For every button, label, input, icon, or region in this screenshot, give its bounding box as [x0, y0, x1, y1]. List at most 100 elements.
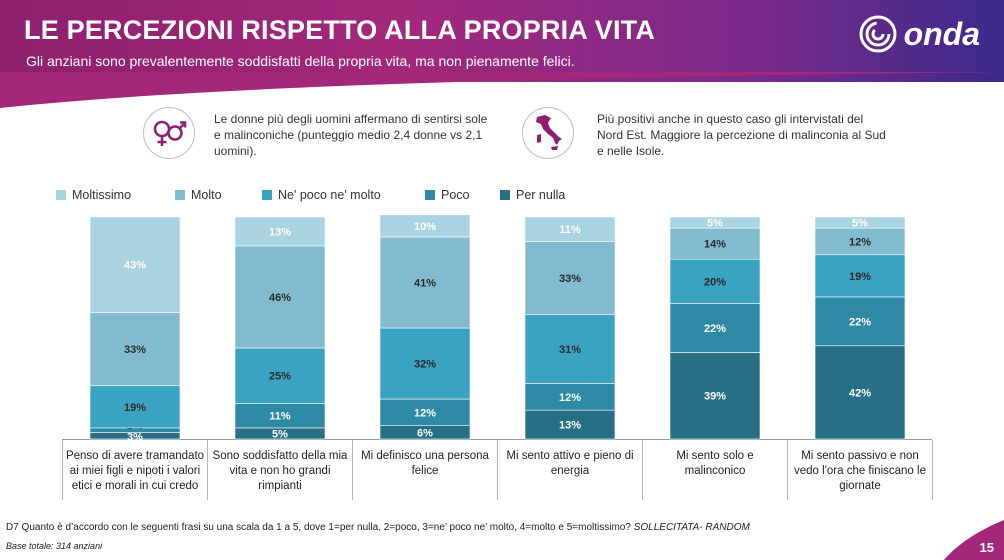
legend-item-molto: Molto [175, 188, 222, 202]
category-label-line: Sono soddisfatto della mia [212, 450, 348, 462]
category-label-line: vita e non ho grandi [229, 465, 331, 477]
data-label: 11% [559, 224, 581, 236]
data-label: 12% [849, 236, 871, 248]
bar-segment-per_nulla [524, 409, 616, 440]
category-label: Penso di avere tramandato ai miei figli e… [65, 449, 205, 494]
data-label: 12% [559, 392, 581, 404]
gender-info-text: Le donne più degli uomini affermano di s… [214, 112, 488, 158]
category-label-line: Mi sento solo e malinconico [676, 450, 754, 477]
region-info-badge [522, 107, 574, 159]
legend-swatch-per-nulla [500, 190, 510, 200]
data-label: 19% [124, 402, 146, 414]
category-label: Sono soddisfatto della mia vita e non ho … [210, 449, 350, 494]
category-label-line: Mi definisco una persona [361, 450, 489, 462]
legend-swatch-ne-poco-ne-molto [262, 190, 272, 200]
data-label: 13% [269, 226, 291, 238]
category-label: Mi definisco una persona felice [355, 449, 495, 479]
category-label-line: energia [550, 465, 590, 477]
legend-swatch-poco [425, 190, 435, 200]
page-corner-decoration [944, 520, 1004, 560]
header-banner: LE PERCEZIONI RISPETTO ALLA PROPRIA VITA… [0, 0, 1004, 82]
data-label: 5% [707, 218, 723, 230]
data-label: 13% [559, 420, 581, 432]
data-label: 6% [417, 427, 433, 439]
data-label: 5% [272, 428, 288, 440]
data-label: 19% [849, 271, 871, 283]
italy-map-icon [536, 115, 562, 150]
page-number: 15 [979, 540, 994, 555]
category-divider [207, 440, 208, 500]
data-label: 22% [704, 323, 726, 335]
data-label: 31% [559, 344, 581, 356]
data-label: 33% [559, 273, 581, 285]
category-label-line: Mi sento passivo e non [801, 450, 919, 462]
legend-item-ne-poco-ne-molto: Ne' poco ne' molto [262, 188, 381, 202]
data-label: 22% [849, 316, 871, 328]
bar-segment-molto [524, 241, 616, 315]
bar-segment-ne_poco_ne_molto [234, 347, 326, 404]
bar-segment-poco [379, 398, 471, 426]
category-label-line: rimpianti [258, 480, 302, 492]
data-label: 14% [704, 239, 726, 251]
category-label-line: giornate [839, 480, 881, 492]
category-label-line: Penso di avere tramandato [65, 450, 205, 462]
onda-logo: onda [858, 14, 980, 54]
bar-segment-molto [89, 312, 181, 387]
category-label-line: Mi sento attivo e pieno di [506, 450, 634, 462]
category-divider [352, 440, 353, 500]
legend-label: Per nulla [516, 188, 566, 202]
bar-segment-ne_poco_ne_molto [379, 327, 471, 400]
data-label: 20% [704, 276, 726, 288]
data-label: 25% [269, 371, 291, 383]
bar-segment-moltissimo [234, 216, 326, 247]
question-tag: SOLLECITATA- RANDOM [633, 522, 750, 533]
legend-label: Poco [441, 188, 470, 202]
bar-segment-moltissimo [669, 216, 761, 229]
bar-segment-molto [234, 245, 326, 349]
legend-swatch-molto [175, 190, 185, 200]
category-divider [932, 440, 933, 500]
legend-item-moltissimo: Moltissimo [56, 188, 131, 202]
category-divider [62, 440, 63, 500]
data-label: 32% [414, 359, 436, 371]
bar-segment-molto [669, 227, 761, 260]
category-divider [497, 440, 498, 500]
legend-label: Moltissimo [72, 188, 132, 202]
bar-segment-molto [379, 236, 471, 329]
data-label: 46% [269, 292, 291, 304]
data-label: 11% [269, 411, 291, 423]
question-text: D7 Quanto è d’accordo con le seguenti fr… [6, 522, 631, 533]
question-footnote: D7 Quanto è d’accordo con le seguenti fr… [6, 522, 750, 533]
data-label: 33% [124, 344, 146, 356]
legend-label: Molto [191, 188, 222, 202]
bar-segment-per_nulla [814, 345, 906, 440]
logo-wordmark: onda [903, 15, 980, 52]
onda-swirl-icon [859, 15, 897, 53]
category-label: Mi sento solo e malinconico [645, 449, 785, 479]
category-label: Mi sento attivo e pieno di energia [500, 449, 640, 479]
category-label-line: ai miei figli e nipoti i valori [69, 465, 201, 477]
data-label: 41% [414, 277, 436, 289]
base-note: Base totale: 314 anziani [6, 541, 103, 551]
legend-swatch-moltissimo [56, 190, 66, 200]
bar-segment-per_nulla [669, 352, 761, 440]
gender-info-badge [143, 107, 195, 159]
legend-item-poco: Poco [425, 188, 470, 202]
bar-segment-ne_poco_ne_molto [89, 385, 181, 429]
bar-segment-ne_poco_ne_molto [814, 254, 906, 298]
legend-label: Ne' poco ne' molto [278, 188, 381, 202]
bar-segment-poco [234, 403, 326, 429]
page-title: LE PERCEZIONI RISPETTO ALLA PROPRIA VITA [24, 15, 656, 45]
data-label: 12% [414, 407, 436, 419]
bar-segment-moltissimo [524, 216, 616, 242]
bar-segment-ne_poco_ne_molto [524, 314, 616, 384]
bar-segment-poco [524, 383, 616, 411]
data-label: 10% [414, 221, 436, 233]
bar-segment-poco [814, 296, 906, 347]
bar-segment-moltissimo [814, 216, 906, 229]
category-divider [787, 440, 788, 500]
data-label: 43% [124, 260, 146, 272]
data-label: 39% [704, 391, 726, 403]
page-subtitle: Gli anziani sono prevalentemente soddisf… [26, 53, 575, 69]
